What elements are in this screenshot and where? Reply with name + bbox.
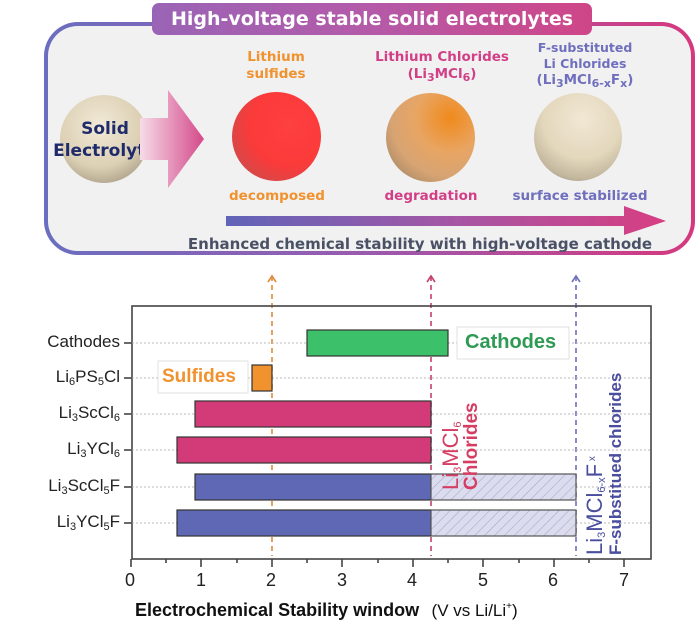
xtick-1: 1 [196,570,207,590]
fsub-status: surface stabilized [512,188,648,204]
fsub-sub-label: F-substitued chlorides [606,372,625,555]
bar-li3ycl5f [176,509,432,537]
stability-arrow-icon [226,206,666,235]
xlabel-unit-pre: (V vs Li/Li [431,601,507,620]
bar-li3sccl5f [194,473,432,501]
fsub-sphere [534,93,622,181]
solid-electrolyte-sphere [60,95,148,183]
xtick-6: 6 [548,570,559,590]
chlorides-title: Lithium Chlorides (Li3MCl6) [372,49,512,83]
chlorides-formula-rot: Li3MCl6 [438,421,464,490]
solid-electrolyte-label: Solid Electrolyte [50,118,160,162]
title-line2: sulfides [246,66,306,82]
title-line1: F-substituted [537,40,633,55]
ylabel-li3ycl5f: Li3YCl5F [56,512,120,533]
x-axis-label: Electrochemical Stability window (V vs L… [135,600,518,621]
ylabel-li3ycl6: Li3YCl6 [67,439,120,460]
label-line2: Electrolyte [53,141,157,161]
chlorides-sphere [386,93,475,182]
ylabel-cathodes: Cathodes [47,332,120,351]
chlorides-formula: (Li3MCl6) [407,66,477,84]
xtick-4: 4 [407,570,418,590]
bar-li3ycl5f-ext [430,509,577,537]
label-line1: Solid [81,119,129,139]
ylabel-li3sccl5f: Li3ScCl5F [48,476,120,497]
ylabel-li6ps5cl: Li6PS5Cl [55,367,120,388]
bar-li3sccl6 [194,400,432,428]
annotation-fsub: Li3MCl6-xF x F-substitued chlorides [582,372,626,555]
bar-sulfides [251,364,273,392]
fsub-formula-rot: Li3MCl6-xF x [582,456,608,555]
annotation-chlorides: Li3MCl6 Chlorides [438,402,482,490]
title-line1: Lithium [247,49,305,65]
fsub-title: F-substituted Li Chlorides (Li3MCl6-xFx) [520,40,650,90]
arrow-caption: Enhanced chemical stability with high-vo… [187,235,653,253]
xlabel-unit-post: ) [512,601,518,620]
sulfides-title: Lithium sulfides [222,49,330,83]
y-axis-labels: Cathodes Li6PS5Cl Li3ScCl6 Li3YCl6 Li3Sc… [0,0,120,644]
bar-cathodes [306,329,449,357]
annotation-cathodes: Cathodes [465,331,557,353]
bar-li3ycl6 [176,436,432,464]
xlabel-unit: (V vs Li/Li+) [432,601,518,620]
fsub-formula: (Li3MCl6-xFx) [536,72,634,90]
sulfides-status: decomposed [229,188,325,204]
title-line1: Lithium Chlorides [375,49,509,65]
panel-title: High-voltage stable solid electrolytes [152,3,592,35]
annotation-sulfides: Sulfides [162,366,236,387]
xtick-5: 5 [478,570,489,590]
sulfides-sphere [232,92,321,181]
chlorides-status: degradation [384,188,478,204]
transform-arrow-icon [140,90,204,188]
xlabel-unit-sup: + [506,601,513,612]
chlorides-sub-label: Chlorides [461,402,482,490]
ylabel-li3sccl6: Li3ScCl6 [58,403,120,424]
bar-li3sccl5f-ext [430,473,577,501]
xtick-3: 3 [337,570,348,590]
xtick-7: 7 [619,570,630,590]
xtick-0: 0 [125,570,136,590]
xtick-2: 2 [266,570,277,590]
xlabel-main: Electrochemical Stability window [135,600,420,620]
title-line2: Li Chlorides [543,56,627,71]
